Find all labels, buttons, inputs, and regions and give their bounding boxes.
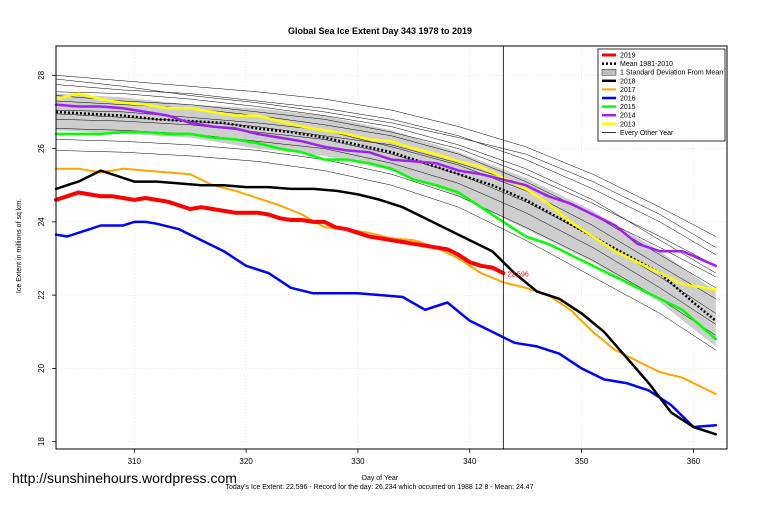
x-tick-label: 350 — [575, 457, 589, 466]
series-line-2019 — [54, 190, 506, 276]
legend-swatch-band — [601, 68, 617, 76]
legend-label: 2018 — [620, 78, 636, 85]
footer-stats: Today's Ice Extent: 22.596 - Record for … — [225, 484, 534, 491]
legend-label: 2016 — [620, 96, 636, 103]
x-tick-label: 330 — [351, 457, 365, 466]
series-line-2018 — [54, 169, 718, 436]
plot-frame — [55, 45, 728, 450]
legend-label: Mean 1981-2010 — [620, 61, 673, 68]
every-other-year-line — [55, 139, 716, 336]
series-line-2013 — [54, 92, 718, 291]
x-tick-label: 310 — [128, 457, 142, 466]
series-line-2015 — [54, 130, 718, 341]
every-other-year-line — [55, 150, 716, 351]
source-watermark: http://sunshinehours.wordpress.com — [12, 470, 237, 486]
highlighted-series-lines — [54, 92, 718, 436]
every-other-year-line — [55, 91, 716, 274]
y-tick-label: 28 — [37, 70, 46, 79]
y-tick-label: 24 — [37, 217, 46, 226]
legend-label: 2014 — [620, 113, 636, 120]
legend-label: 2015 — [620, 104, 636, 111]
series-line-2017 — [55, 167, 717, 395]
x-tick-label: 360 — [687, 457, 701, 466]
x-tick-label: 320 — [239, 457, 253, 466]
y-tick-label: 26 — [37, 144, 46, 153]
every-other-year-line — [55, 95, 716, 267]
x-axis-label: Day of Year — [362, 475, 399, 482]
y-tick-label: 22 — [37, 290, 46, 299]
y-tick-label: 20 — [37, 363, 46, 372]
every-other-year-line — [55, 78, 716, 248]
current-value-annotation: 22.596 — [507, 271, 529, 278]
legend-label: 2017 — [620, 87, 636, 94]
series-line-2014 — [54, 103, 718, 268]
grid-layer — [56, 46, 727, 449]
every-other-year-line — [55, 75, 716, 237]
legend-label: 2019 — [620, 53, 636, 60]
legend-label: 1 Standard Deviation From Mean — [620, 70, 723, 77]
legend-label: 2013 — [620, 121, 636, 128]
series-line-mean-1981-2010 — [55, 110, 717, 322]
y-tick-label: 18 — [37, 437, 46, 446]
chart-title: Global Sea Ice Extent Day 343 1978 to 20… — [288, 26, 472, 36]
legend-box — [597, 48, 726, 142]
legend-label: Every Other Year — [620, 130, 674, 137]
series-line-2016 — [54, 220, 718, 429]
y-axis-label: Ice Extent in millions of sq km. — [16, 199, 23, 293]
x-tick-label: 340 — [463, 457, 477, 466]
axis-ticks: 310 320 330 340 350 360 18 20 22 24 26 28 — [37, 70, 701, 466]
